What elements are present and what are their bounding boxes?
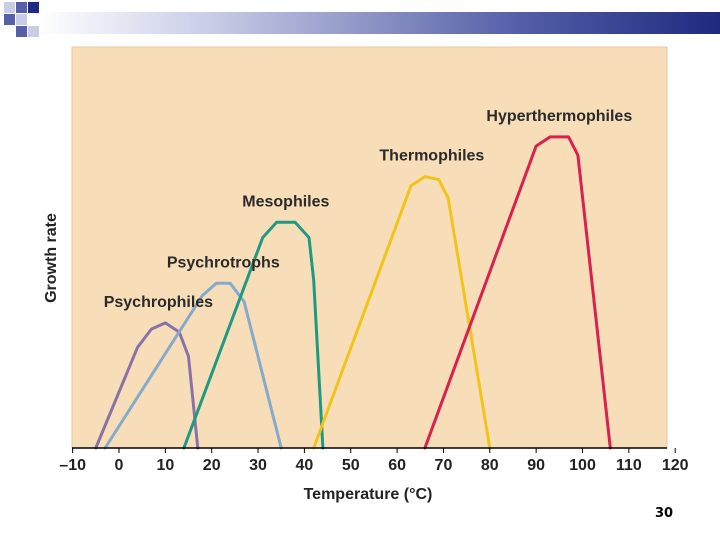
x-tick-label: 90 [527,457,545,474]
x-tick-label: 40 [296,457,314,474]
decor-square-1 [4,2,15,13]
x-tick-label: –10 [59,457,86,474]
decor-square-5 [16,14,27,25]
series-line-mesophiles [182,220,325,450]
x-tick-label: 50 [342,457,360,474]
series-label-psychrotrophs: Psychrotrophs [167,254,280,271]
series-label-psychrophiles: Psychrophiles [104,294,213,311]
x-tick-label: 70 [435,457,453,474]
x-tick-label: 0 [115,457,124,474]
series-line-thermophiles [312,175,492,450]
series-line-psychrotrophs [103,281,283,450]
decor-square-3 [28,2,39,13]
x-tick-label: 10 [156,457,174,474]
x-tick-label: 30 [249,457,267,474]
y-axis-title: Growth rate [43,213,60,303]
decor-square-2 [16,2,27,13]
series-label-layer: Psychrophiles Psychrotrophs Mesophiles Ther… [104,108,633,311]
series-layer [94,135,612,450]
series-label-hyperthermophiles: Hyperthermophiles [486,108,632,125]
decor-square-6 [16,26,27,37]
x-tick-label: 20 [203,457,221,474]
series-line-psychrophiles [94,321,200,450]
slide-header-band [0,0,720,38]
x-tick-label: 110 [616,457,642,474]
header-gradient-bar [38,12,720,34]
series-label-mesophiles: Mesophiles [242,193,329,210]
x-axis-title: Temperature (°C) [304,486,433,503]
decor-square-7 [28,26,39,37]
x-tick-label: 80 [481,457,499,474]
page-number: 30 [655,506,674,521]
series-label-thermophiles: Thermophiles [379,148,484,165]
plot-background [71,46,668,449]
x-tick-layer: –10 0 10 20 30 40 50 60 70 80 90 100 110 120 [59,448,689,474]
x-tick-label: 100 [569,457,596,474]
x-tick-label: 60 [388,457,406,474]
series-line-hyperthermophiles [423,135,612,450]
x-tick-label: 120 [662,457,689,474]
decor-square-4 [4,14,15,25]
